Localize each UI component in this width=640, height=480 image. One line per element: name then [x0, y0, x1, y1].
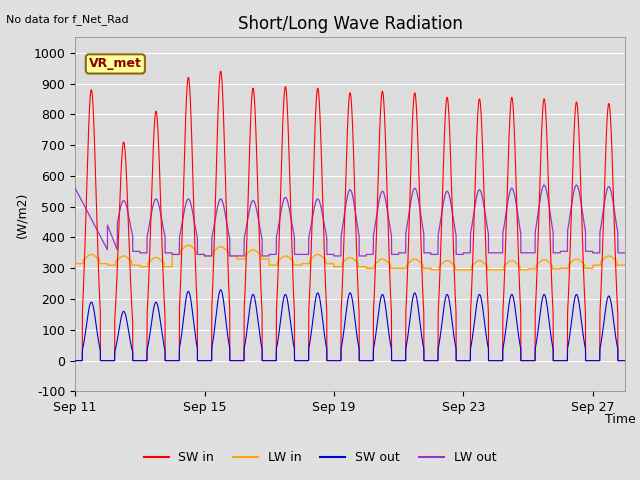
Text: VR_met: VR_met	[89, 58, 142, 71]
X-axis label: Time: Time	[605, 413, 636, 426]
Y-axis label: (W/m2): (W/m2)	[15, 191, 28, 238]
Title: Short/Long Wave Radiation: Short/Long Wave Radiation	[237, 15, 463, 33]
Text: No data for f_Net_Rad: No data for f_Net_Rad	[6, 14, 129, 25]
Legend: SW in, LW in, SW out, LW out: SW in, LW in, SW out, LW out	[138, 446, 502, 469]
